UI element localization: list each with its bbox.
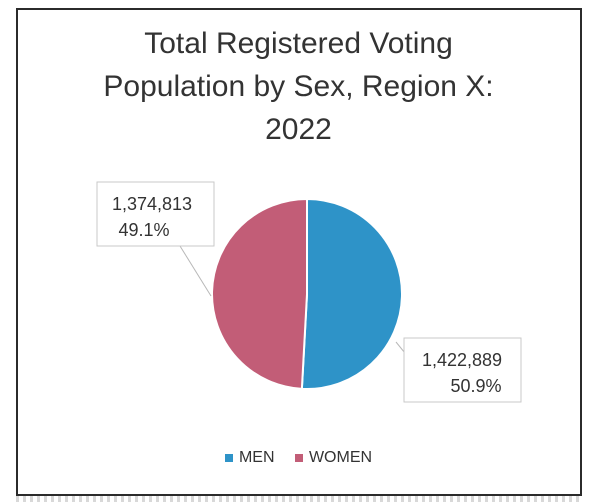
pie-slices	[211, 197, 403, 390]
women-value-label: 1,374,813	[112, 194, 192, 214]
chart-title-line-1: Total Registered Voting	[144, 27, 453, 60]
legend-item-women: WOMEN	[294, 449, 373, 467]
legend-swatch-men	[224, 454, 233, 462]
men-data-label: 1,422,889 50.9%	[403, 337, 522, 403]
legend-swatch-women	[294, 454, 303, 462]
women-data-label: 1,374,813 49.1%	[96, 181, 215, 247]
legend-label-men: MEN	[238, 449, 275, 466]
women-percent-label: 49.1%	[118, 220, 169, 240]
chart-legend: MEN WOMEN	[0, 449, 597, 467]
women-label-box	[96, 181, 215, 247]
chart-title-line-3: 2022	[265, 113, 332, 146]
pie-slice-women	[211, 197, 308, 390]
pie-slice-men	[300, 197, 403, 390]
bottom-scan-noise	[16, 496, 582, 502]
men-value-label: 1,422,889	[422, 350, 502, 370]
men-label-box	[403, 337, 522, 403]
chart-title-line-2: Population by Sex, Region X:	[103, 70, 494, 103]
men-percent-label: 50.9%	[450, 376, 501, 396]
legend-label-women: WOMEN	[308, 449, 373, 466]
legend-item-men: MEN	[224, 449, 275, 467]
women-leader-line	[179, 245, 212, 297]
chart-title: Total Registered Voting Population by Se…	[0, 22, 597, 151]
